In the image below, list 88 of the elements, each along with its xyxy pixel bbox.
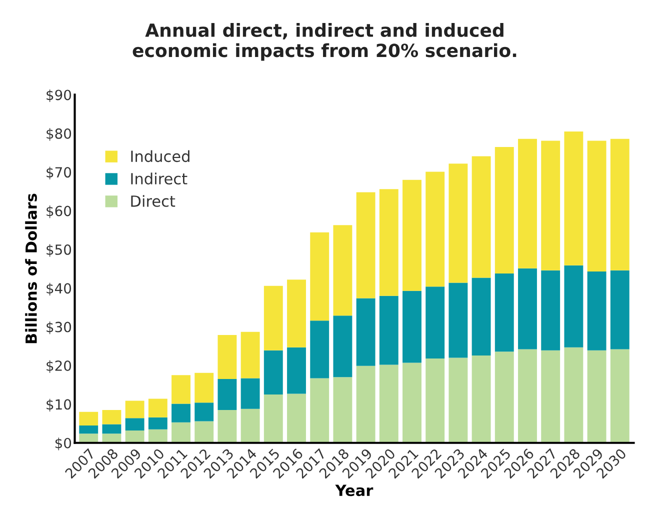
bar xyxy=(518,138,537,268)
y-tick-label: $90 xyxy=(46,89,72,102)
y-tick-label: $60 xyxy=(46,205,72,218)
bar xyxy=(564,347,584,443)
bar xyxy=(356,298,376,366)
bar xyxy=(587,140,606,272)
y-tick-label: $70 xyxy=(46,166,72,180)
bar xyxy=(194,421,214,443)
legend-label: Induced xyxy=(131,150,190,162)
bar xyxy=(125,418,144,430)
bar xyxy=(125,400,144,418)
bar xyxy=(426,286,445,359)
bar xyxy=(102,424,122,434)
bar xyxy=(264,350,283,395)
bar xyxy=(79,412,98,426)
bar xyxy=(518,268,537,350)
bar xyxy=(402,180,422,291)
bar xyxy=(172,422,190,443)
bar xyxy=(472,278,491,356)
bar xyxy=(610,138,630,270)
bar xyxy=(172,404,190,422)
y-tick-label: $0 xyxy=(55,438,72,450)
bar xyxy=(494,352,514,443)
bar xyxy=(494,273,514,352)
bar xyxy=(541,270,560,350)
bar xyxy=(564,131,584,266)
bar xyxy=(172,375,190,404)
bar xyxy=(240,332,260,378)
y-tick-label: $10 xyxy=(46,398,72,412)
bar xyxy=(333,316,352,378)
bar xyxy=(541,350,560,443)
bar xyxy=(264,286,283,350)
y-axis-title: Billions of Dollars xyxy=(25,194,37,344)
bar xyxy=(148,398,168,418)
bar xyxy=(426,358,445,443)
bar xyxy=(587,350,606,443)
bar xyxy=(79,434,98,443)
bar xyxy=(240,408,260,443)
bar xyxy=(402,362,422,443)
y-tick-label: $50 xyxy=(46,244,72,257)
bar xyxy=(472,355,491,443)
legend-label: Direct xyxy=(131,195,176,207)
bar xyxy=(218,410,237,443)
bar xyxy=(79,425,98,434)
bar xyxy=(148,429,168,443)
y-tick-label: $20 xyxy=(46,360,72,373)
bar xyxy=(448,282,468,358)
bar xyxy=(287,394,306,443)
bar xyxy=(426,172,445,287)
bar xyxy=(333,377,352,443)
x-axis-title: Year xyxy=(335,484,374,496)
bar xyxy=(379,189,398,296)
bar xyxy=(564,265,584,348)
bar xyxy=(448,358,468,443)
bar xyxy=(610,270,630,350)
bar xyxy=(333,225,352,316)
bar xyxy=(218,379,237,410)
bar xyxy=(240,378,260,409)
bar xyxy=(287,347,306,394)
bar xyxy=(356,366,376,443)
bar xyxy=(102,434,122,443)
bar xyxy=(310,232,330,321)
bar xyxy=(194,402,214,422)
bar xyxy=(379,364,398,443)
bar xyxy=(518,349,537,443)
bar xyxy=(264,394,283,443)
bar xyxy=(494,146,514,274)
bar xyxy=(587,272,606,350)
bar xyxy=(310,320,330,378)
bar xyxy=(310,378,330,443)
legend-label: Indirect xyxy=(131,172,188,184)
y-tick-label: $40 xyxy=(46,282,72,296)
bar xyxy=(125,430,144,443)
bar xyxy=(356,192,376,298)
bar xyxy=(448,164,468,283)
bar xyxy=(379,296,398,365)
bar xyxy=(472,156,491,278)
bar xyxy=(287,280,306,348)
bar xyxy=(541,140,560,270)
bar xyxy=(402,290,422,363)
y-tick-label: $80 xyxy=(46,128,72,141)
bar xyxy=(218,334,237,380)
y-tick-label: $30 xyxy=(46,322,72,334)
chart-title: Annual direct, indirect and induced economic impacts from 20% scenario. xyxy=(132,23,516,61)
bar xyxy=(610,349,630,443)
bar xyxy=(148,417,168,430)
bar xyxy=(102,410,122,424)
bar xyxy=(194,372,214,403)
